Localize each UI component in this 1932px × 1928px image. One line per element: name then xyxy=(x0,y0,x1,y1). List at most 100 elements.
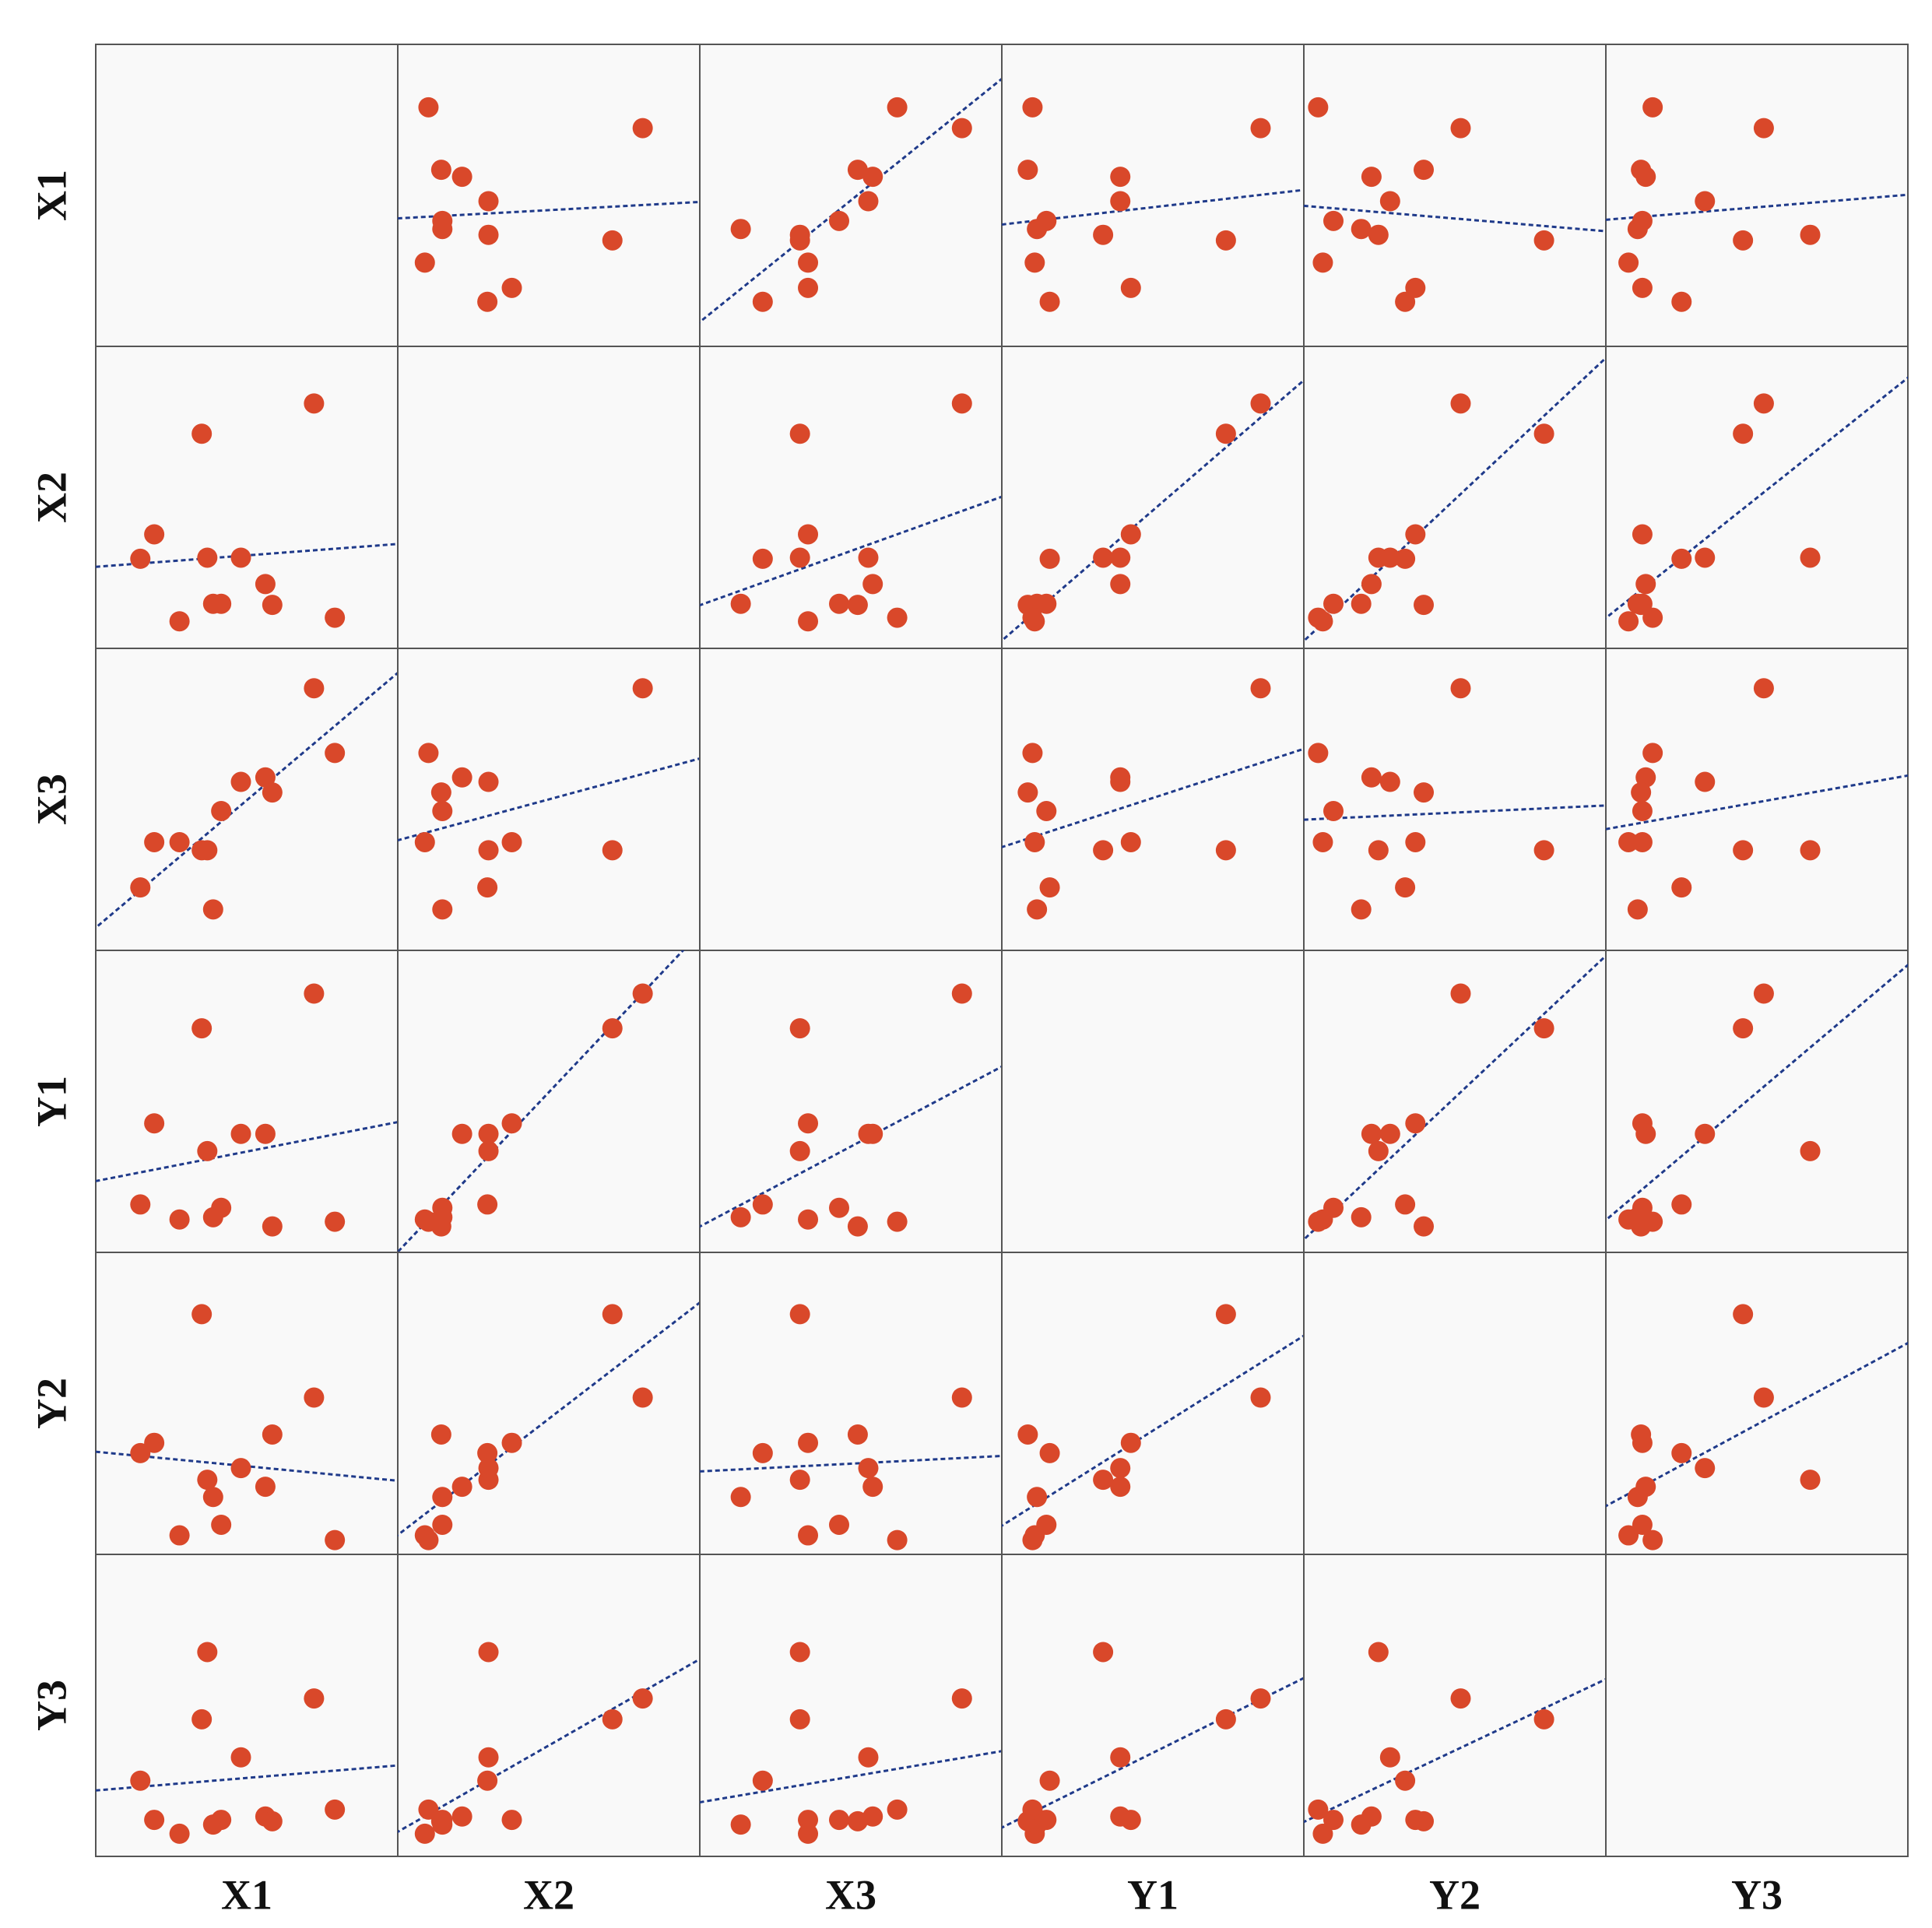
cell xyxy=(1605,1554,1909,1857)
point xyxy=(1632,210,1653,231)
point xyxy=(432,1197,453,1218)
cell-plot xyxy=(1002,378,1304,643)
trend-line xyxy=(1304,953,1606,1241)
point xyxy=(1361,1806,1382,1827)
point xyxy=(789,1642,810,1663)
point xyxy=(730,1487,751,1508)
point xyxy=(1395,877,1416,898)
point xyxy=(1695,547,1716,568)
point xyxy=(451,767,472,788)
point xyxy=(798,1432,819,1453)
point xyxy=(1379,1747,1400,1768)
point xyxy=(1618,1525,1639,1546)
point xyxy=(730,1814,751,1835)
point xyxy=(858,1747,879,1768)
point xyxy=(1618,252,1639,273)
point xyxy=(144,831,165,852)
point xyxy=(1110,1477,1131,1498)
point xyxy=(304,1688,325,1709)
point xyxy=(478,224,499,245)
x-axis-label: Y1 xyxy=(1127,1871,1179,1918)
x-axis-label: Y2 xyxy=(1429,1871,1481,1918)
point xyxy=(752,1770,773,1791)
point xyxy=(632,1688,653,1709)
trend-line xyxy=(700,1750,1002,1803)
point xyxy=(1361,574,1382,595)
cell-plot xyxy=(700,393,1002,632)
point xyxy=(1368,224,1389,245)
point xyxy=(197,1140,218,1161)
point xyxy=(1022,607,1043,628)
point xyxy=(1368,840,1389,861)
point xyxy=(1800,1470,1821,1491)
cell-plot xyxy=(700,1304,1002,1550)
point xyxy=(1450,1688,1471,1709)
point xyxy=(230,1458,251,1479)
point xyxy=(418,743,439,764)
point xyxy=(1631,1424,1652,1445)
point xyxy=(1533,1709,1554,1730)
point xyxy=(197,840,218,861)
cell xyxy=(699,950,1003,1253)
point xyxy=(829,1197,850,1218)
cell-plot xyxy=(96,393,398,632)
cell xyxy=(1001,950,1305,1253)
point xyxy=(255,767,276,788)
y-axis-label: X2 xyxy=(28,472,75,523)
point xyxy=(798,1209,819,1230)
y-axis-label: X1 xyxy=(28,170,75,221)
point xyxy=(325,1799,346,1820)
point xyxy=(1642,1529,1663,1550)
point xyxy=(414,1823,435,1844)
cell-plot xyxy=(96,1642,398,1844)
point xyxy=(752,1442,773,1463)
point xyxy=(1039,1770,1060,1791)
point xyxy=(255,1477,276,1498)
point xyxy=(1450,983,1471,1004)
point xyxy=(1379,191,1400,212)
point xyxy=(202,1487,223,1508)
point xyxy=(144,1113,165,1134)
point xyxy=(1250,1688,1271,1709)
point xyxy=(1631,160,1652,181)
x-axis-label: Y3 xyxy=(1731,1871,1783,1918)
point xyxy=(325,743,346,764)
cell-plot xyxy=(398,678,700,920)
trend-line xyxy=(1606,963,1908,1222)
point xyxy=(1753,678,1774,699)
point xyxy=(432,1514,453,1535)
point xyxy=(477,1194,498,1215)
cell-plot xyxy=(700,77,1002,324)
point xyxy=(130,877,151,898)
point xyxy=(1632,1197,1653,1218)
point xyxy=(1250,1387,1271,1408)
point xyxy=(1800,1140,1821,1161)
point xyxy=(829,1514,850,1535)
point xyxy=(477,291,498,312)
cell-plot xyxy=(1606,963,1908,1237)
point xyxy=(1361,1123,1382,1144)
point xyxy=(451,167,472,188)
trend-line xyxy=(700,1455,1002,1473)
point xyxy=(1635,1477,1656,1498)
point xyxy=(1215,1709,1236,1730)
point xyxy=(197,547,218,568)
point xyxy=(1017,782,1038,803)
point xyxy=(1361,167,1382,188)
point xyxy=(1323,593,1344,614)
point xyxy=(418,1529,439,1550)
point xyxy=(1039,877,1060,898)
point xyxy=(887,1211,908,1232)
cell-plot xyxy=(1304,97,1606,312)
point xyxy=(1414,1810,1435,1831)
point xyxy=(951,1387,972,1408)
cell xyxy=(397,1252,701,1555)
cell xyxy=(397,346,701,649)
point xyxy=(752,291,773,312)
point xyxy=(1379,1123,1400,1144)
cell xyxy=(699,1554,1003,1857)
point xyxy=(752,1194,773,1215)
cell-plot xyxy=(1002,678,1304,920)
point xyxy=(602,1709,623,1730)
point xyxy=(798,524,819,545)
